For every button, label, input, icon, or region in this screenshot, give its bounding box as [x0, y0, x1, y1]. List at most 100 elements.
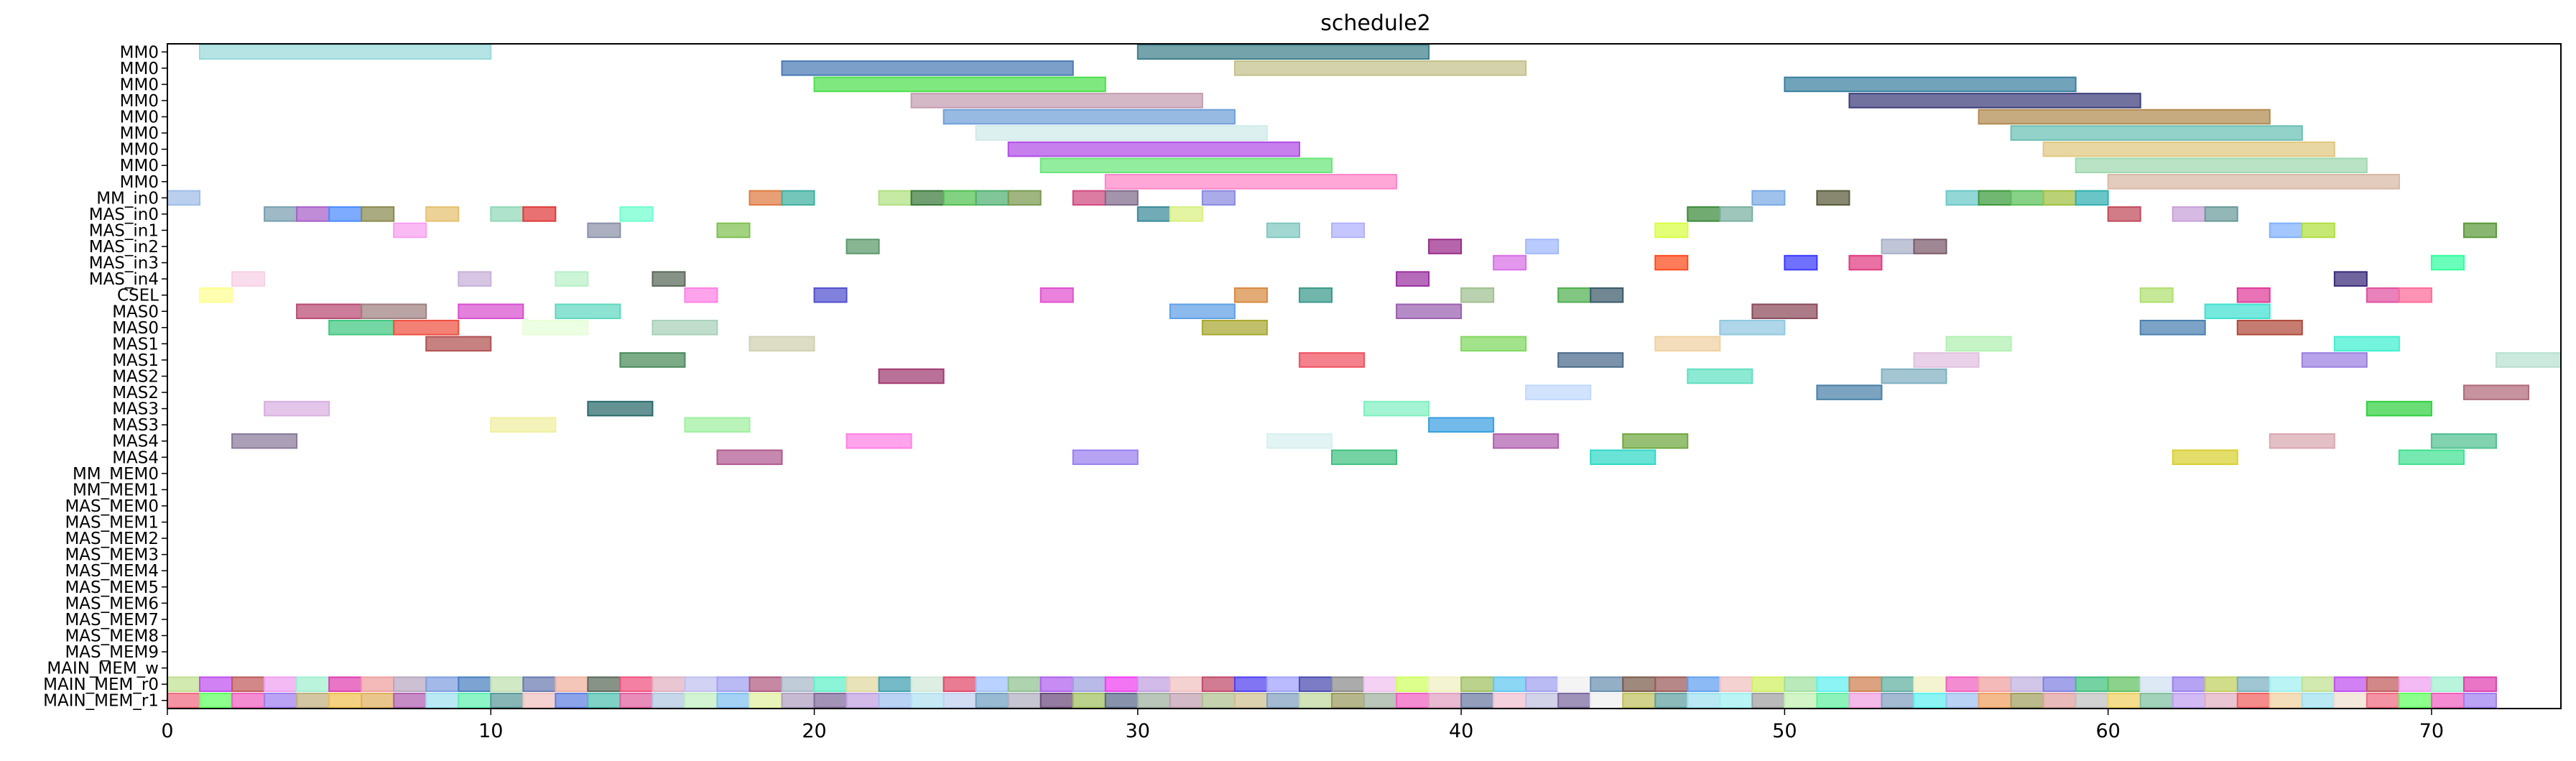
memory-bar — [425, 676, 460, 692]
memory-bar — [845, 676, 880, 692]
memory-bar — [328, 692, 363, 709]
x-tick-label: 20 — [802, 720, 826, 742]
task-bar — [1913, 352, 1980, 368]
task-bar — [1590, 449, 1657, 466]
task-bar — [1460, 287, 1495, 303]
task-bar — [1330, 222, 1366, 239]
task-bar — [749, 190, 783, 206]
y-tick-label: MM_MEM0 — [73, 465, 159, 484]
memory-bar — [942, 676, 977, 692]
task-bar — [2430, 254, 2465, 271]
task-bar — [1072, 190, 1106, 206]
task-bar — [845, 433, 912, 449]
task-bar — [2430, 433, 2497, 449]
task-bar — [845, 239, 880, 254]
task-bar — [2075, 157, 2368, 173]
task-bar — [425, 336, 492, 352]
chart-title: schedule2 — [1320, 11, 1431, 36]
task-bar — [1072, 449, 1139, 466]
memory-bar — [2398, 676, 2432, 692]
y-tick-label: MAS0 — [112, 303, 159, 321]
memory-bar — [264, 676, 298, 692]
task-bar — [1298, 287, 1333, 303]
memory-bar — [1072, 676, 1106, 692]
y-tick-label: MM0 — [120, 43, 159, 62]
task-bar — [1654, 336, 1721, 352]
task-bar — [1201, 320, 1268, 336]
memory-bar — [425, 692, 460, 709]
task-bar — [2139, 320, 2206, 336]
task-bar — [1816, 190, 1850, 206]
memory-bar — [361, 692, 395, 709]
memory-bar — [1590, 676, 1624, 692]
task-bar — [1266, 222, 1300, 239]
memory-bar — [2107, 692, 2141, 709]
task-bar — [490, 417, 557, 433]
y-tick-label: MM0 — [120, 92, 159, 111]
task-bar — [684, 417, 751, 433]
task-bar — [361, 303, 427, 320]
memory-bar — [749, 692, 783, 709]
task-bar — [2139, 287, 2174, 303]
task-bar — [1687, 206, 1721, 222]
memory-bar — [2430, 692, 2465, 709]
task-bar — [2010, 190, 2044, 206]
memory-bar — [1201, 692, 1236, 709]
task-bar — [619, 206, 654, 222]
task-bar — [1816, 384, 1883, 400]
task-bar — [2107, 173, 2400, 190]
memory-bar — [2204, 692, 2238, 709]
task-bar — [975, 190, 1009, 206]
task-bar — [1039, 157, 1333, 173]
y-tick-label: MM_MEM1 — [73, 481, 159, 499]
memory-bar — [1039, 692, 1074, 709]
task-bar — [1136, 206, 1171, 222]
task-bar — [393, 222, 427, 239]
memory-bar — [2333, 676, 2368, 692]
x-tick-label: 40 — [1449, 720, 1473, 742]
memory-bar — [1428, 692, 1463, 709]
memory-bar — [587, 676, 621, 692]
memory-bar — [1493, 676, 1527, 692]
task-bar — [1493, 433, 1560, 449]
memory-bar — [1298, 676, 1333, 692]
task-bar — [1007, 190, 1042, 206]
memory-bar — [2366, 692, 2400, 709]
task-bar — [393, 320, 460, 336]
x-tick-label: 50 — [1772, 720, 1797, 742]
memory-bar — [1557, 676, 1592, 692]
memory-bar — [199, 676, 233, 692]
memory-bar — [2139, 676, 2174, 692]
task-bar — [587, 222, 621, 239]
memory-bar — [1881, 676, 1915, 692]
memory-bar — [1330, 676, 1366, 692]
task-bar — [1460, 336, 1527, 352]
task-bar — [1428, 417, 1495, 433]
memory-bar — [458, 676, 492, 692]
task-bar — [1428, 239, 1463, 254]
task-bar — [587, 400, 654, 417]
memory-bar — [522, 676, 557, 692]
task-bar — [2366, 400, 2432, 417]
memory-bar — [1330, 692, 1366, 709]
memory-bar — [1136, 676, 1171, 692]
plot-frame — [167, 43, 2562, 709]
task-bar — [2075, 190, 2109, 206]
memory-bar — [555, 676, 589, 692]
task-bar — [199, 287, 233, 303]
memory-bar — [684, 676, 718, 692]
task-bar — [1169, 206, 1203, 222]
memory-bar — [1169, 692, 1203, 709]
task-bar — [1848, 93, 2141, 109]
memory-bar — [1136, 692, 1171, 709]
y-tick-label: MM0 — [120, 173, 159, 192]
memory-bar — [716, 676, 751, 692]
memory-bar — [1654, 692, 1689, 709]
row-labels: MM0MM0MM0MM0MM0MM0MM0MM0MM0MM_in0MAS_in0… — [43, 43, 167, 711]
y-tick-label: MAS_MEM0 — [65, 497, 159, 516]
memory-bar — [1978, 692, 2012, 709]
memory-bar — [652, 692, 686, 709]
memory-bar — [2139, 692, 2174, 709]
y-tick-label: MAS_MEM2 — [65, 530, 159, 548]
